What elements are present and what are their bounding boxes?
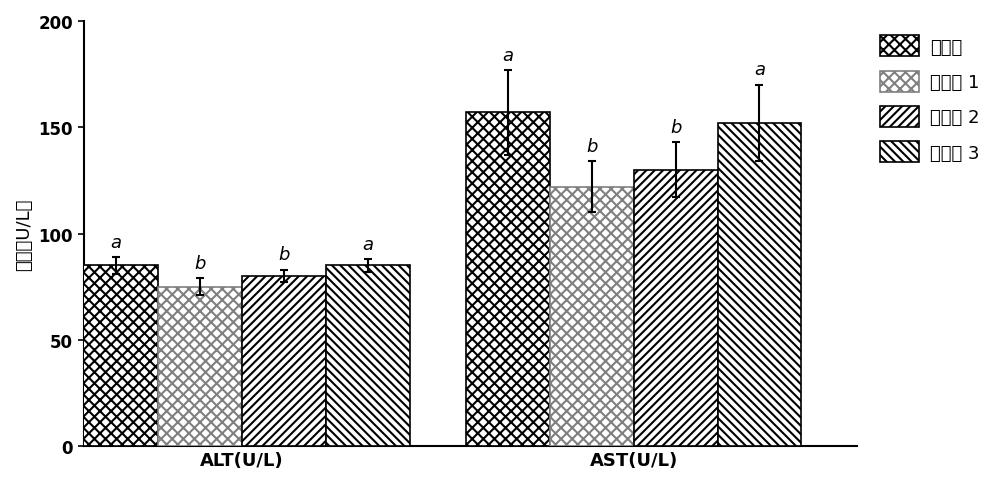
Bar — [466, 113, 550, 446]
Text: a: a — [362, 235, 373, 253]
Text: a: a — [111, 233, 122, 251]
Text: b: b — [586, 137, 597, 155]
Bar — [158, 287, 242, 446]
Text: a: a — [754, 61, 765, 79]
Text: a: a — [502, 46, 513, 64]
Bar — [74, 266, 158, 446]
Bar — [326, 266, 410, 446]
Bar — [634, 170, 718, 446]
Bar — [242, 276, 326, 446]
Text: b: b — [670, 119, 681, 136]
Bar — [718, 124, 801, 446]
Y-axis label: 活性（U/L）: 活性（U/L） — [15, 198, 33, 270]
Text: b: b — [278, 246, 290, 264]
Text: b: b — [194, 254, 206, 272]
Legend: 对照组, 试验组 1, 试验组 2, 试验组 3: 对照组, 试验组 1, 试验组 2, 试验组 3 — [874, 31, 985, 168]
Bar — [550, 187, 634, 446]
